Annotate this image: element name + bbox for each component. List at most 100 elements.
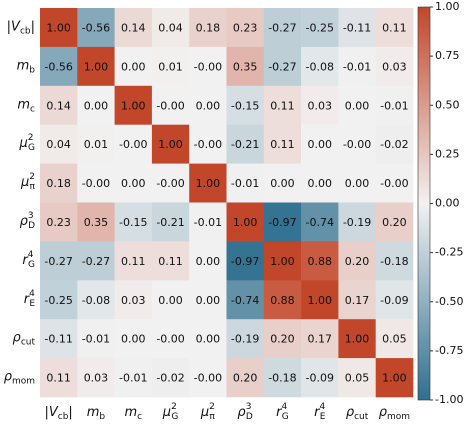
- label-sub: mom: [12, 376, 35, 386]
- cell-label: -0.15: [119, 216, 147, 229]
- cell: [375, 163, 414, 203]
- cell: [301, 319, 339, 359]
- cell-label: 1.00: [382, 372, 407, 385]
- label-base: m: [87, 405, 100, 420]
- cell: [263, 46, 302, 87]
- cell: [151, 85, 190, 125]
- cell-label: -0.00: [194, 138, 222, 151]
- cell-label: 1.00: [270, 255, 295, 268]
- label-sub: cut: [354, 412, 369, 422]
- label-sub: c: [137, 412, 142, 422]
- label-base: ρ: [4, 369, 13, 384]
- cell: [189, 319, 227, 359]
- cell: [40, 280, 78, 320]
- cell: [77, 85, 115, 125]
- cell: [189, 163, 227, 203]
- cell: [189, 46, 227, 87]
- cell: [114, 8, 153, 48]
- label-base: m: [124, 405, 137, 420]
- cell-label: -0.08: [82, 294, 110, 307]
- cell-label: 1.00: [196, 177, 221, 190]
- cell-label: 0.00: [196, 294, 221, 307]
- x-tick-label: ρ3 D: [237, 402, 253, 422]
- cell: [77, 280, 115, 320]
- label-sub: π: [30, 182, 36, 192]
- cell-label: -0.00: [194, 372, 222, 385]
- label-sup: 4: [28, 249, 34, 259]
- cell: [189, 202, 227, 242]
- cell: [151, 124, 190, 164]
- cell-label: -0.56: [82, 21, 110, 34]
- cell: [40, 202, 78, 242]
- cell: [77, 202, 115, 242]
- label-sub: G: [28, 259, 35, 269]
- cell-label: -0.18: [380, 255, 408, 268]
- cell-label: 0.01: [84, 138, 109, 151]
- label-base: |V: [7, 19, 21, 34]
- cell-label: 0.00: [84, 99, 109, 112]
- cell-label: 0.00: [345, 177, 370, 190]
- cell-label: -0.09: [306, 372, 334, 385]
- label-sub: D: [246, 412, 253, 422]
- x-tick-label: mc: [124, 405, 142, 422]
- cell: [189, 241, 227, 281]
- cell: [77, 8, 115, 48]
- cell: [114, 163, 153, 203]
- label-sub: b: [99, 412, 105, 422]
- y-tick-label: r4 G: [22, 249, 35, 269]
- cell-label: 0.11: [158, 255, 183, 268]
- colorbar-tick-label: -1.00: [435, 393, 463, 406]
- cell: [375, 124, 414, 164]
- cell: [301, 280, 339, 320]
- cell-label: 0.18: [196, 21, 221, 34]
- cell: [375, 280, 414, 320]
- colorbar-tick-label: 0.00: [435, 197, 460, 210]
- cell: [40, 163, 78, 203]
- cell: [226, 202, 265, 242]
- cell-label: 0.14: [121, 21, 146, 34]
- y-tick-label: ρmom: [4, 369, 35, 386]
- label-base: ρ: [379, 405, 388, 420]
- cell: [114, 241, 153, 281]
- cell-label: -0.21: [231, 138, 259, 151]
- cell-label: -0.19: [231, 333, 259, 346]
- cell: [189, 124, 227, 164]
- label-sup: 2: [171, 402, 177, 412]
- cell: [338, 124, 376, 164]
- cell-label: -0.01: [231, 177, 259, 190]
- label-tail: |: [31, 19, 35, 34]
- cell: [263, 358, 302, 398]
- cell: [263, 85, 302, 125]
- label-base: m: [17, 97, 30, 112]
- cell: [114, 85, 153, 125]
- cell-label: 1.00: [233, 216, 258, 229]
- x-tick-label: ρmom: [379, 405, 410, 422]
- cell: [151, 358, 190, 398]
- colorbar-tick-label: 0.75: [435, 49, 460, 62]
- cell: [301, 8, 339, 48]
- cell-label: 0.17: [308, 333, 333, 346]
- cell: [375, 241, 414, 281]
- cell: [151, 163, 190, 203]
- label-base: ρ: [20, 213, 29, 228]
- cell: [338, 8, 376, 48]
- cell: [301, 85, 339, 125]
- label-sub: b: [29, 65, 35, 75]
- x-tick-label: r4 G: [276, 402, 289, 422]
- label-sup: 2: [29, 172, 35, 182]
- cell: [338, 85, 376, 125]
- cell: [263, 8, 302, 48]
- cell: [77, 241, 115, 281]
- x-tick-label: |Vcb|: [44, 405, 72, 422]
- cell-label: 0.11: [382, 21, 407, 34]
- cell-label: -0.19: [343, 216, 371, 229]
- cell-label: -0.18: [268, 372, 296, 385]
- label-sup: 2: [209, 402, 215, 412]
- cell: [338, 163, 376, 203]
- cell: [338, 280, 376, 320]
- cell-label: -0.01: [194, 216, 222, 229]
- cell-label: 0.05: [345, 372, 370, 385]
- label-sub: E: [29, 298, 35, 308]
- cell-label: 0.00: [121, 333, 146, 346]
